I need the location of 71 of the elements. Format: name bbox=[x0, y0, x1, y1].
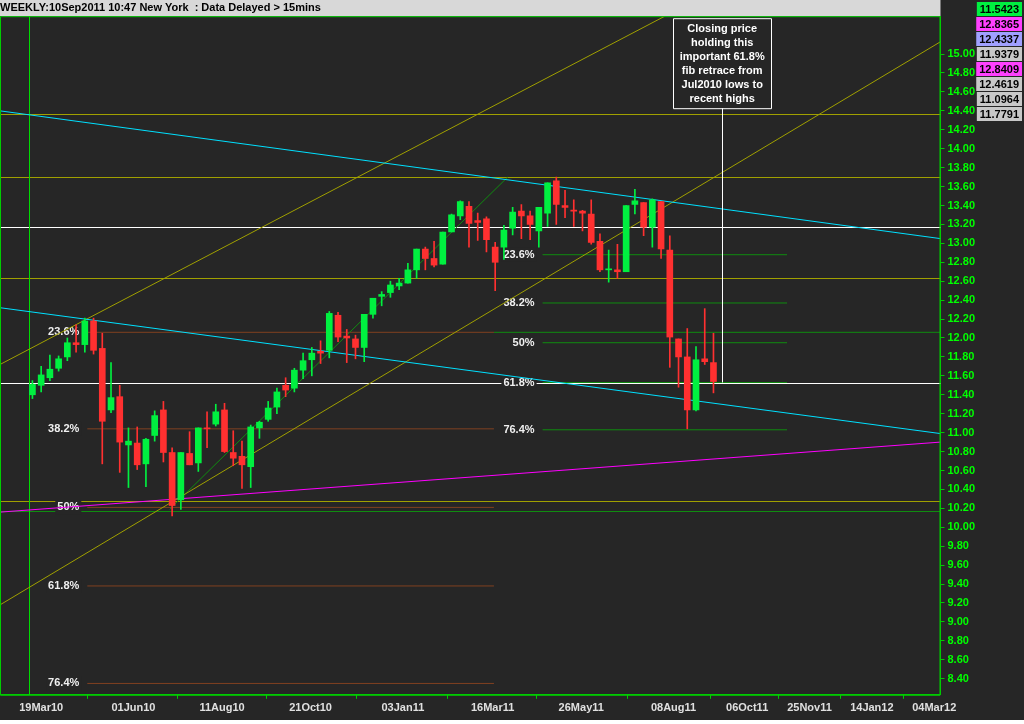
y-tick-label: 13.80 bbox=[947, 160, 975, 173]
x-tick-label: 25Nov11 bbox=[787, 701, 832, 714]
annotation: 50% bbox=[512, 335, 535, 348]
y-tick-label: 10.20 bbox=[947, 501, 975, 514]
y-tick-label: 11.20 bbox=[947, 406, 975, 419]
y-tick-label: 12.80 bbox=[947, 255, 975, 268]
x-tick-label: 03Jan11 bbox=[381, 701, 425, 714]
y-tick-label: 11.60 bbox=[947, 368, 975, 381]
annotation: 61.8% bbox=[48, 578, 80, 591]
y-tick-label: 13.60 bbox=[947, 179, 975, 192]
annotation: Closing price holding this important 61.8% fib retrace from Jul2010 lows to recent highs bbox=[679, 22, 765, 105]
text: 11.9379 bbox=[979, 47, 1019, 60]
y-tick-label: 15.00 bbox=[947, 47, 975, 60]
y-tick-label: 9.80 bbox=[947, 539, 969, 552]
annotation: 38.2% bbox=[48, 421, 80, 434]
y-tick-label: 12.40 bbox=[947, 293, 975, 306]
text: 11.0964 bbox=[979, 92, 1020, 105]
text: 11.7791 bbox=[979, 107, 1019, 120]
candlestick bbox=[308, 347, 316, 377]
x-tick-label: 26May11 bbox=[558, 701, 604, 714]
y-tick-label: 8.80 bbox=[947, 633, 969, 646]
x-tick-label: 01Jun10 bbox=[111, 701, 156, 714]
text: 12.4337 bbox=[979, 32, 1019, 45]
y-tick-label: 14.40 bbox=[947, 103, 975, 116]
candlestick bbox=[474, 212, 482, 241]
y-tick-label: 9.00 bbox=[947, 614, 969, 627]
y-tick-label: 9.20 bbox=[947, 596, 969, 609]
y-tick-label: 11.00 bbox=[947, 425, 975, 438]
x-tick-label: 11Aug10 bbox=[199, 701, 245, 714]
candlestick bbox=[107, 362, 115, 414]
text: 12.4619 bbox=[979, 77, 1019, 90]
y-tick-label: 9.40 bbox=[947, 577, 969, 590]
x-tick-label: 19Mar10 bbox=[19, 701, 64, 714]
candlestick bbox=[378, 291, 386, 307]
y-tick-label: 8.60 bbox=[947, 652, 969, 665]
y-tick-label: 11.80 bbox=[947, 349, 975, 362]
y-tick-label: 13.00 bbox=[947, 236, 975, 249]
text: 12.8409 bbox=[979, 62, 1019, 75]
text: 11.5423 bbox=[979, 2, 1019, 15]
x-tick-label: 14Jan12 bbox=[850, 701, 894, 714]
y-tick-label: 10.80 bbox=[947, 444, 975, 457]
y-tick-label: 10.00 bbox=[947, 520, 975, 533]
y-tick-label: 8.40 bbox=[947, 671, 969, 684]
x-tick-label: 04Mar12 bbox=[912, 701, 957, 714]
candlestick bbox=[631, 189, 639, 215]
y-tick-label: 12.00 bbox=[947, 331, 975, 344]
annotation: 76.4% bbox=[48, 676, 80, 689]
text: 12.8365 bbox=[979, 17, 1019, 30]
y-tick-label: 12.60 bbox=[947, 274, 975, 287]
y-tick-label: 14.60 bbox=[947, 84, 975, 97]
y-tick-label: 10.60 bbox=[947, 463, 975, 476]
x-tick-label: 08Aug11 bbox=[650, 701, 697, 714]
y-tick-label: 13.40 bbox=[947, 198, 975, 211]
candlestick bbox=[701, 308, 709, 365]
annotation: 61.8% bbox=[503, 375, 535, 388]
y-tick-label: 9.60 bbox=[947, 558, 969, 571]
chart-title: WEEKLY:10Sep2011 10:47 New York : Data Delayed > 15mins bbox=[0, 0, 321, 13]
x-tick-label: 21Oct10 bbox=[289, 701, 332, 714]
x-tick-label: 16Mar11 bbox=[470, 701, 515, 714]
y-tick-label: 11.40 bbox=[947, 387, 975, 400]
y-tick-label: 12.20 bbox=[947, 312, 975, 325]
candlestick bbox=[561, 190, 569, 219]
y-tick-label: 14.00 bbox=[947, 141, 975, 154]
y-tick-label: 10.40 bbox=[947, 482, 975, 495]
y-tick-label: 13.20 bbox=[947, 217, 975, 230]
candlestick bbox=[229, 430, 237, 467]
y-tick-label: 14.20 bbox=[947, 122, 975, 135]
annotation: 76.4% bbox=[503, 422, 535, 435]
x-tick-label: 06Oct11 bbox=[726, 701, 769, 714]
annotation: 38.2% bbox=[503, 296, 535, 308]
y-tick-label: 14.80 bbox=[947, 66, 975, 79]
